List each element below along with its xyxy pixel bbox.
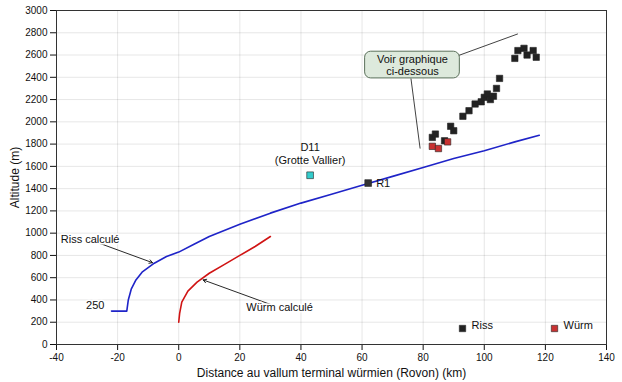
svg-text:60: 60 <box>356 352 368 363</box>
svg-text:400: 400 <box>31 294 48 305</box>
svg-text:100: 100 <box>476 352 493 363</box>
svg-text:1000: 1000 <box>25 227 48 238</box>
svg-text:D11: D11 <box>300 141 319 153</box>
svg-text:1400: 1400 <box>25 183 48 194</box>
svg-text:2000: 2000 <box>25 116 48 127</box>
svg-text:140: 140 <box>598 352 615 363</box>
svg-text:2200: 2200 <box>25 94 48 105</box>
svg-text:200: 200 <box>31 316 48 327</box>
svg-text:1600: 1600 <box>25 161 48 172</box>
svg-text:1200: 1200 <box>25 205 48 216</box>
svg-text:Würm: Würm <box>564 319 593 331</box>
svg-text:Voir graphiqueci-dessous: Voir graphiqueci-dessous <box>377 53 448 78</box>
svg-text:Distance au vallum terminal wü: Distance au vallum terminal würmien (Rov… <box>197 366 466 380</box>
svg-text:-20: -20 <box>110 352 125 363</box>
svg-text:80: 80 <box>418 352 430 363</box>
svg-text:0: 0 <box>42 339 48 350</box>
svg-text:Altitude (m): Altitude (m) <box>8 147 22 208</box>
svg-text:Riss: Riss <box>472 319 494 331</box>
svg-text:-40: -40 <box>49 352 64 363</box>
svg-text:800: 800 <box>31 250 48 261</box>
svg-text:Riss calculé: Riss calculé <box>61 233 120 245</box>
svg-text:R1: R1 <box>376 177 390 189</box>
svg-text:2400: 2400 <box>25 72 48 83</box>
svg-text:1800: 1800 <box>25 138 48 149</box>
svg-text:120: 120 <box>537 352 554 363</box>
svg-text:20: 20 <box>234 352 246 363</box>
svg-text:40: 40 <box>295 352 307 363</box>
svg-text:3000: 3000 <box>25 5 48 16</box>
svg-text:250: 250 <box>86 299 104 311</box>
svg-text:2800: 2800 <box>25 27 48 38</box>
svg-text:600: 600 <box>31 272 48 283</box>
svg-text:Würm calculé: Würm calculé <box>246 301 313 313</box>
svg-text:0: 0 <box>176 352 182 363</box>
svg-text:2600: 2600 <box>25 49 48 60</box>
svg-text:(Grotte Vallier): (Grotte Vallier) <box>275 154 346 166</box>
